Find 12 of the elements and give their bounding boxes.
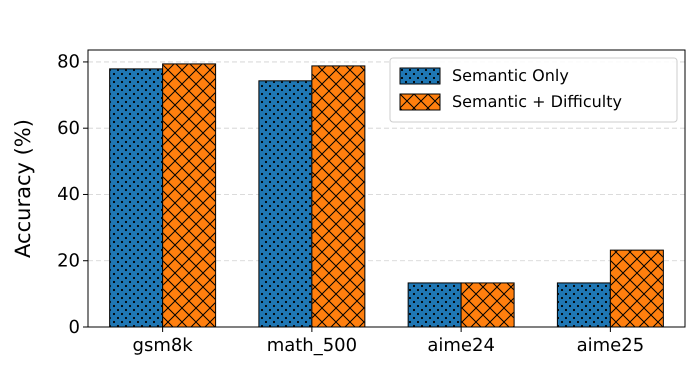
x-tick-label: gsm8k [132, 335, 194, 356]
y-tick-label: 0 [68, 316, 80, 338]
y-tick-label: 20 [57, 250, 80, 272]
legend-label: Semantic + Difficulty [452, 92, 622, 111]
y-axis-title: Accuracy (%) [11, 119, 35, 258]
x-tick-label: aime25 [576, 335, 644, 356]
legend-label: Semantic Only [452, 66, 569, 85]
y-tick-label: 80 [57, 52, 80, 73]
y-tick-label: 40 [57, 184, 80, 206]
x-tick-label: aime24 [427, 335, 495, 356]
y-tick-label: 60 [57, 118, 80, 139]
x-tick-label: math_500 [266, 335, 358, 356]
